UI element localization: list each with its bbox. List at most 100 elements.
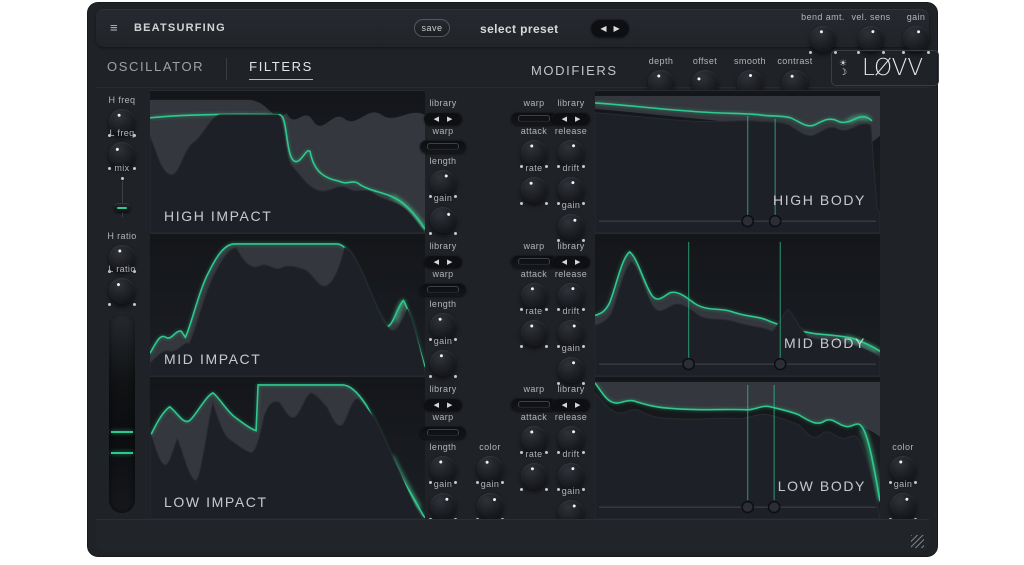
save-button[interactable]: save xyxy=(414,19,450,37)
knob-indicator xyxy=(115,282,121,287)
drift-knob[interactable] xyxy=(557,320,585,348)
h-ratio-knob[interactable] xyxy=(108,245,136,273)
fader-mark-1[interactable] xyxy=(111,431,133,433)
knob-indicator xyxy=(438,459,443,464)
depth-label: depth xyxy=(648,56,674,66)
marker-handle-1[interactable] xyxy=(682,357,696,371)
marker-handle-1[interactable] xyxy=(741,500,755,514)
color-knob[interactable] xyxy=(476,456,504,484)
library-next-icon[interactable]: ▶ xyxy=(447,115,453,123)
gain-knob[interactable] xyxy=(889,493,917,521)
warp-slider[interactable] xyxy=(420,140,466,153)
level-fader[interactable] xyxy=(109,312,135,513)
knob-indicator xyxy=(904,496,909,501)
library-label: library xyxy=(557,98,585,108)
release-knob[interactable] xyxy=(557,283,585,311)
marker-handle-2[interactable] xyxy=(768,214,782,228)
moon-icon[interactable]: ☽ xyxy=(839,67,848,77)
library-selector[interactable]: ◀ ▶ xyxy=(552,255,590,268)
drift-knob[interactable] xyxy=(557,177,585,205)
warp-slider[interactable] xyxy=(420,283,466,296)
resize-grip-icon[interactable] xyxy=(911,535,924,548)
marker-handle-2[interactable] xyxy=(767,500,781,514)
h-freq-knob[interactable] xyxy=(108,109,136,137)
rate-knob[interactable] xyxy=(520,320,548,348)
warp-slider[interactable] xyxy=(511,398,557,411)
l-ratio-knob[interactable] xyxy=(108,278,136,306)
library-next-icon[interactable]: ▶ xyxy=(575,258,581,266)
mid-body-panel: MID BODY xyxy=(595,233,880,376)
wave-contour-line[interactable] xyxy=(595,250,880,352)
length-knob[interactable] xyxy=(429,313,457,341)
menu-icon[interactable]: ≡ xyxy=(110,20,118,35)
high-body-waveform xyxy=(595,95,880,233)
gain-knob[interactable] xyxy=(429,207,457,235)
wave-front-fill xyxy=(595,261,880,376)
vel-sens-knob[interactable] xyxy=(857,26,885,54)
knob-indicator xyxy=(571,143,575,148)
attack-knob[interactable] xyxy=(520,283,548,311)
plugin-window: ≡ BEATSURFING save select preset ◀ ▶ ben… xyxy=(88,3,939,556)
tab-oscillator[interactable]: OSCILLATOR xyxy=(107,59,205,74)
library-prev-icon[interactable]: ◀ xyxy=(433,115,439,123)
sun-icon[interactable]: ☀ xyxy=(839,58,848,68)
master-gain-label: gain xyxy=(906,12,926,22)
length-knob[interactable] xyxy=(429,456,457,484)
library-prev-icon[interactable]: ◀ xyxy=(433,401,439,409)
prev-preset-icon[interactable]: ◀ xyxy=(600,23,607,33)
library-next-icon[interactable]: ▶ xyxy=(447,258,453,266)
l-freq-knob[interactable] xyxy=(108,142,136,170)
library-next-icon[interactable]: ▶ xyxy=(447,401,453,409)
bend-amt-knob[interactable] xyxy=(809,26,837,54)
fader-mark-2[interactable] xyxy=(111,452,133,454)
mix-slider[interactable] xyxy=(113,177,131,219)
low-body-waveform xyxy=(595,381,880,519)
release-knob[interactable] xyxy=(557,426,585,454)
preset-selector[interactable]: ◀ ▶ xyxy=(591,19,629,37)
library-next-icon[interactable]: ▶ xyxy=(575,401,581,409)
next-preset-icon[interactable]: ▶ xyxy=(613,23,620,33)
gain-knob[interactable] xyxy=(557,214,585,242)
drift-label: drift xyxy=(562,306,580,316)
attack-knob[interactable] xyxy=(520,140,548,168)
wave-contour-line[interactable] xyxy=(595,382,880,502)
length-knob[interactable] xyxy=(429,170,457,198)
knob-indicator xyxy=(529,429,534,434)
marker-handle-1[interactable] xyxy=(741,214,755,228)
library-selector[interactable]: ◀ ▶ xyxy=(424,398,462,411)
master-gain-knob[interactable] xyxy=(902,26,930,54)
marker-handle-2[interactable] xyxy=(773,357,787,371)
library-prev-icon[interactable]: ◀ xyxy=(433,258,439,266)
library-next-icon[interactable]: ▶ xyxy=(575,115,581,123)
warp-slider[interactable] xyxy=(511,255,557,268)
attack-knob[interactable] xyxy=(520,426,548,454)
rate-label: rate xyxy=(525,163,543,173)
mix-slider-handle[interactable] xyxy=(114,203,130,212)
wave-contour-line[interactable] xyxy=(150,243,425,368)
knob-indicator xyxy=(696,76,701,81)
library-selector[interactable]: ◀ ▶ xyxy=(552,112,590,125)
gain-knob[interactable] xyxy=(429,493,457,521)
rate-knob[interactable] xyxy=(520,177,548,205)
knob-indicator xyxy=(819,29,823,34)
warp-slider[interactable] xyxy=(420,426,466,439)
gain-knob[interactable] xyxy=(476,493,504,521)
library-selector[interactable]: ◀ ▶ xyxy=(424,112,462,125)
color-knob[interactable] xyxy=(889,456,917,484)
drift-knob[interactable] xyxy=(557,463,585,491)
wave-contour-line[interactable] xyxy=(595,102,873,127)
gain-knob[interactable] xyxy=(429,350,457,378)
library-selector[interactable]: ◀ ▶ xyxy=(552,398,590,411)
release-knob[interactable] xyxy=(557,140,585,168)
knob-indicator xyxy=(870,29,875,33)
library-prev-icon[interactable]: ◀ xyxy=(561,115,567,123)
tab-filters[interactable]: FILTERS xyxy=(249,59,313,80)
library-prev-icon[interactable]: ◀ xyxy=(561,401,567,409)
rate-knob[interactable] xyxy=(520,463,548,491)
library-prev-icon[interactable]: ◀ xyxy=(561,258,567,266)
warp-slider[interactable] xyxy=(511,112,557,125)
drift-label: drift xyxy=(562,449,580,459)
release-label: release xyxy=(554,412,588,422)
library-selector[interactable]: ◀ ▶ xyxy=(424,255,462,268)
gain-knob[interactable] xyxy=(557,357,585,385)
